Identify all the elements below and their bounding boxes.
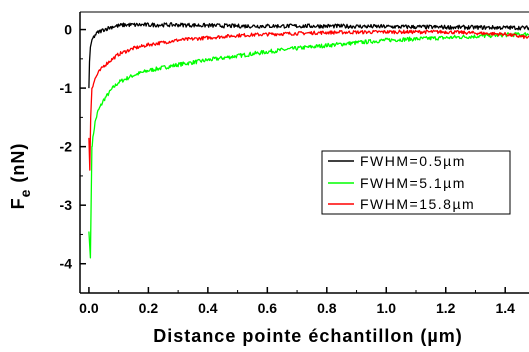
x-tick-label-0: 0.0	[79, 300, 99, 316]
x-tick-label-2: 0.4	[198, 300, 218, 316]
y-axis-title: Fe (nN)	[8, 143, 33, 210]
y-tick-label-1: -1	[60, 80, 73, 96]
svg-text:Fe (nN): Fe (nN)	[8, 143, 33, 210]
y-axis-title-subscript: e	[17, 189, 33, 198]
series-line-0	[88, 22, 529, 89]
x-tick-label-4: 0.8	[317, 300, 337, 316]
legend-label-0: FWHM=0.5µm	[360, 153, 466, 169]
legend: FWHM=0.5µm FWHM=5.1µm FWHM=15.8µm	[321, 150, 511, 215]
series-line-1	[88, 31, 529, 259]
x-tick-label-6: 1.2	[436, 300, 456, 316]
legend-label-1: FWHM=5.1µm	[360, 175, 466, 191]
x-axis-title: Distance pointe échantillon (µm)	[153, 326, 462, 346]
legend-label-2: FWHM=15.8µm	[360, 196, 475, 212]
y-tick-label-2: -2	[60, 139, 73, 155]
series-layer	[88, 22, 529, 259]
series-line-2	[88, 29, 529, 171]
y-tick-label-0: 0	[64, 22, 72, 38]
x-tick-label-1: 0.2	[139, 300, 159, 316]
x-tick-label-7: 1.4	[495, 300, 515, 316]
y-axis-title-unit: (nN)	[8, 143, 28, 189]
tick-layer: 0.0 0.2 0.4 0.6 0.8 1.0 1.2 1.4 0 -1 -2 -3 -4	[60, 22, 516, 316]
x-tick-label-5: 1.0	[377, 300, 397, 316]
y-axis-title-main: F	[8, 197, 28, 209]
y-tick-label-3: -3	[60, 197, 73, 213]
x-tick-label-3: 0.6	[258, 300, 278, 316]
y-tick-label-4: -4	[60, 256, 73, 272]
